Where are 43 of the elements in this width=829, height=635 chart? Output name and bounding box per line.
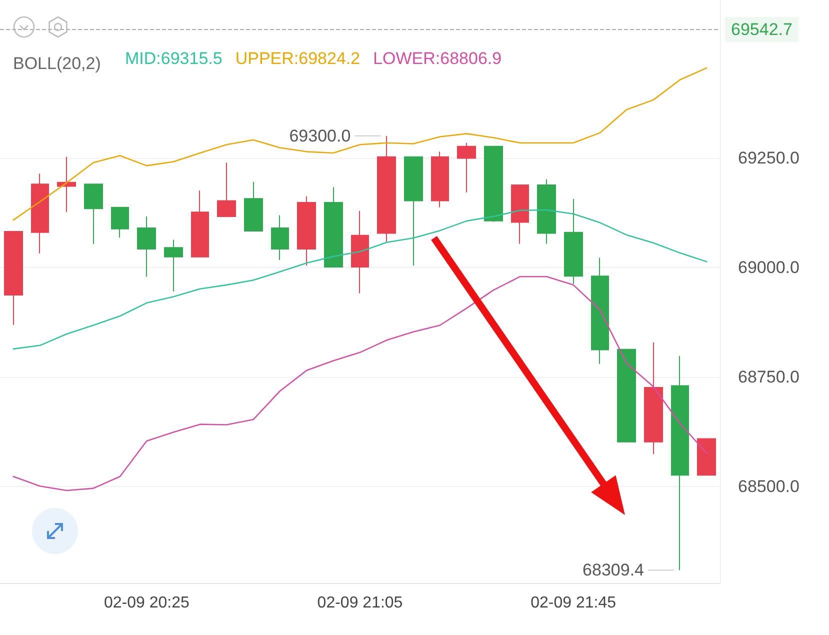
candlestick — [137, 216, 156, 278]
candlestick — [244, 181, 263, 232]
candlestick — [297, 196, 316, 266]
candlestick — [537, 178, 556, 244]
text: BOLL(20,2) — [13, 54, 101, 73]
line-series — [12, 209, 708, 350]
x-tick-label: 02-09 20:25 — [104, 594, 190, 612]
candlestick — [271, 214, 289, 260]
ref-line-label: 69542.7 — [731, 20, 792, 39]
line-series — [12, 276, 708, 492]
y-tick-label: 69250.0 — [738, 148, 800, 168]
candlestick — [431, 151, 449, 208]
x-tick-label: 02-09 21:05 — [317, 594, 403, 612]
candlestick — [591, 257, 609, 364]
candlestick — [377, 135, 396, 243]
text: UPPER:69824.2 — [235, 49, 360, 68]
candlestick — [484, 146, 503, 222]
candlestick — [31, 173, 49, 254]
y-tick-label: 68750.0 — [738, 367, 800, 386]
y-tick-label: 68500.0 — [738, 477, 800, 496]
x-tick-label: 02-09 21:45 — [530, 594, 616, 612]
candlestick — [111, 206, 129, 238]
candlestick — [564, 198, 583, 285]
candlestick — [457, 142, 476, 193]
candlestick — [191, 190, 209, 258]
annotation: 69300.0 — [289, 126, 351, 146]
candlestick — [351, 210, 369, 294]
y-tick-label: 69000.0 — [738, 258, 800, 277]
candlestick — [4, 230, 23, 326]
candlestick — [324, 186, 343, 268]
candlestick — [697, 438, 716, 476]
candlestick — [164, 239, 183, 292]
candlestick — [217, 162, 236, 218]
text: LOWER:68806.9 — [373, 49, 502, 68]
candlestick — [671, 355, 689, 571]
text: MID:69315.5 — [125, 49, 222, 68]
candlestick — [511, 184, 529, 244]
candlestick — [404, 156, 423, 266]
annotation: 68309.4 — [582, 560, 644, 580]
candlestick — [84, 184, 103, 245]
candlestick — [644, 342, 663, 455]
candlestick — [617, 348, 636, 442]
candlestick — [57, 156, 76, 213]
